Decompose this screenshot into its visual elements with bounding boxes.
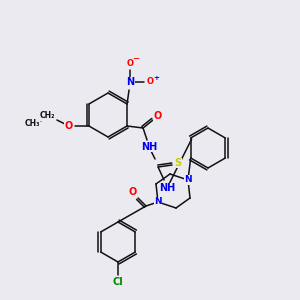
Text: N: N	[184, 176, 192, 184]
Text: O: O	[65, 121, 73, 131]
Text: O: O	[154, 111, 162, 121]
Text: CH₃: CH₃	[24, 118, 40, 127]
Text: O: O	[129, 187, 137, 197]
Text: N: N	[154, 197, 162, 206]
Text: NH: NH	[159, 183, 175, 193]
Text: CH₂: CH₂	[39, 112, 55, 121]
Text: N: N	[126, 77, 134, 87]
Text: O: O	[147, 77, 154, 86]
Text: O: O	[127, 58, 134, 68]
Text: S: S	[175, 158, 182, 168]
Text: NH: NH	[141, 142, 157, 152]
Text: −: −	[133, 55, 140, 64]
Text: Cl: Cl	[112, 277, 123, 287]
Text: +: +	[153, 75, 159, 81]
